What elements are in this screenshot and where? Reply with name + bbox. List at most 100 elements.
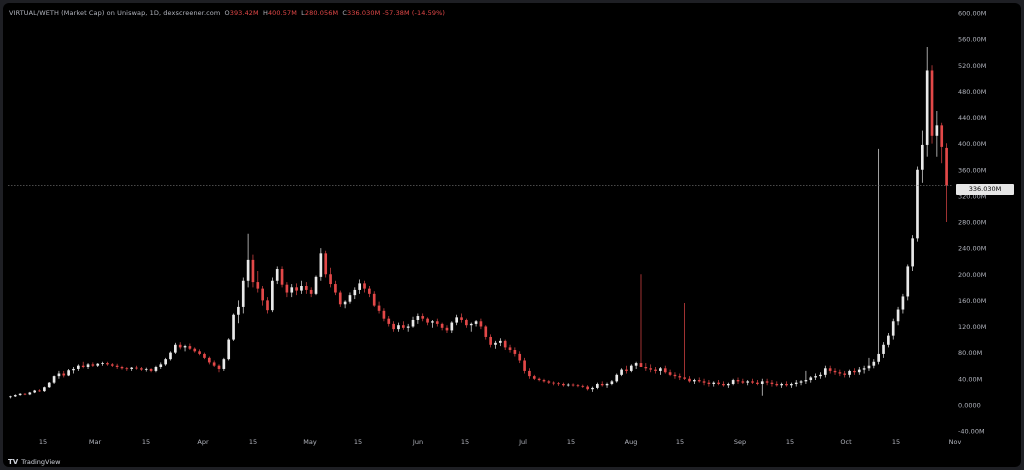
candle-body xyxy=(717,382,720,384)
candle-body xyxy=(251,259,255,283)
candle xyxy=(925,46,929,157)
candle xyxy=(566,383,570,387)
candle xyxy=(460,313,463,323)
candle-body xyxy=(411,319,415,327)
candle-body xyxy=(304,286,308,290)
candle-body xyxy=(207,357,211,363)
y-tick-label: 440.00M xyxy=(958,114,986,122)
candle-body xyxy=(765,381,769,383)
candle xyxy=(513,347,517,357)
candle xyxy=(387,316,391,327)
candle xyxy=(891,318,895,340)
candle-body xyxy=(106,363,109,365)
candle xyxy=(149,368,153,373)
candle xyxy=(290,284,294,298)
candle-body xyxy=(760,381,764,384)
candle-body xyxy=(275,269,279,281)
candle-body xyxy=(62,373,66,376)
candle xyxy=(440,322,444,331)
candle-body xyxy=(174,344,177,353)
candle xyxy=(416,313,420,324)
tradingview-logo-icon: TV xyxy=(8,458,19,466)
candle-body xyxy=(780,383,783,386)
candle-body xyxy=(368,288,371,294)
candle-body xyxy=(81,365,85,367)
candle-body xyxy=(217,365,221,369)
candle xyxy=(663,365,667,374)
candle-body xyxy=(581,385,585,387)
candle xyxy=(629,364,633,373)
candle xyxy=(634,361,638,369)
candle xyxy=(217,364,221,373)
candle xyxy=(52,375,56,384)
chart-panel: VIRTUAL/WETH (Market Cap) on Uniswap, 1D… xyxy=(3,3,1021,467)
candle-body xyxy=(363,283,366,289)
candle-body xyxy=(916,169,919,239)
candle xyxy=(828,365,832,374)
candle xyxy=(678,373,682,381)
y-tick-label: 240.00M xyxy=(958,245,986,253)
candle xyxy=(57,370,61,379)
candle-body xyxy=(891,321,895,336)
candle xyxy=(862,365,866,374)
candle xyxy=(203,352,206,360)
candle-body xyxy=(324,253,328,275)
price-chart[interactable]: -40.00M 0.0000 40.00M 80.00M 120.00M 160.00M 2… xyxy=(3,3,1021,467)
candle-body xyxy=(688,378,691,382)
candle-body xyxy=(426,318,429,323)
candle xyxy=(86,363,90,369)
candle-body xyxy=(532,376,536,379)
candle-body xyxy=(43,387,46,392)
candle-body xyxy=(872,361,876,366)
candle-body xyxy=(290,287,294,293)
candle-body xyxy=(91,364,95,366)
candle-body xyxy=(232,314,235,340)
candle xyxy=(591,386,594,392)
candle-body xyxy=(52,376,56,383)
y-tick-label: 120.00M xyxy=(958,323,986,331)
candle xyxy=(135,365,138,370)
candle xyxy=(823,365,827,378)
candle xyxy=(702,378,706,386)
candle-body xyxy=(809,377,813,381)
candle-body xyxy=(697,380,701,382)
candle-body xyxy=(67,370,70,376)
candle xyxy=(271,277,274,313)
candle xyxy=(882,342,885,358)
candle xyxy=(426,317,429,326)
candle xyxy=(819,372,822,379)
candle-body xyxy=(227,339,231,360)
tradingview-brand[interactable]: TV TradingView xyxy=(8,458,60,466)
candle xyxy=(731,378,735,386)
candle xyxy=(867,357,871,371)
candle xyxy=(130,366,134,371)
candle-body xyxy=(862,368,866,370)
x-tick-label: 15 xyxy=(461,438,469,446)
candle xyxy=(62,370,66,378)
candle-body xyxy=(348,295,352,302)
chart-legend: VIRTUAL/WETH (Market Cap) on Uniswap, 1D… xyxy=(9,9,445,17)
candle-body xyxy=(416,316,420,320)
candle xyxy=(479,318,483,330)
candle xyxy=(377,301,381,314)
candle xyxy=(649,364,653,373)
symbol-title: VIRTUAL/WETH (Market Cap) on Uniswap, 1D… xyxy=(9,9,221,17)
candle-body xyxy=(440,323,444,328)
candle xyxy=(581,384,585,388)
y-tick-label: 280.00M xyxy=(958,219,986,227)
x-tick-label: Jun xyxy=(412,438,423,446)
candle-body xyxy=(76,365,80,369)
candle xyxy=(547,380,551,384)
candle-body xyxy=(877,353,881,362)
change-value: -57.38M (-14.59%) xyxy=(382,9,446,17)
candle-body xyxy=(300,286,303,291)
candle-body xyxy=(935,125,939,136)
candle-body xyxy=(629,365,633,371)
candle-body xyxy=(668,372,672,375)
candle-body xyxy=(523,360,526,371)
candle xyxy=(358,279,361,294)
candle xyxy=(794,380,798,387)
candle xyxy=(334,280,337,296)
close-value: 336.030M xyxy=(347,9,381,17)
candle xyxy=(688,376,691,383)
